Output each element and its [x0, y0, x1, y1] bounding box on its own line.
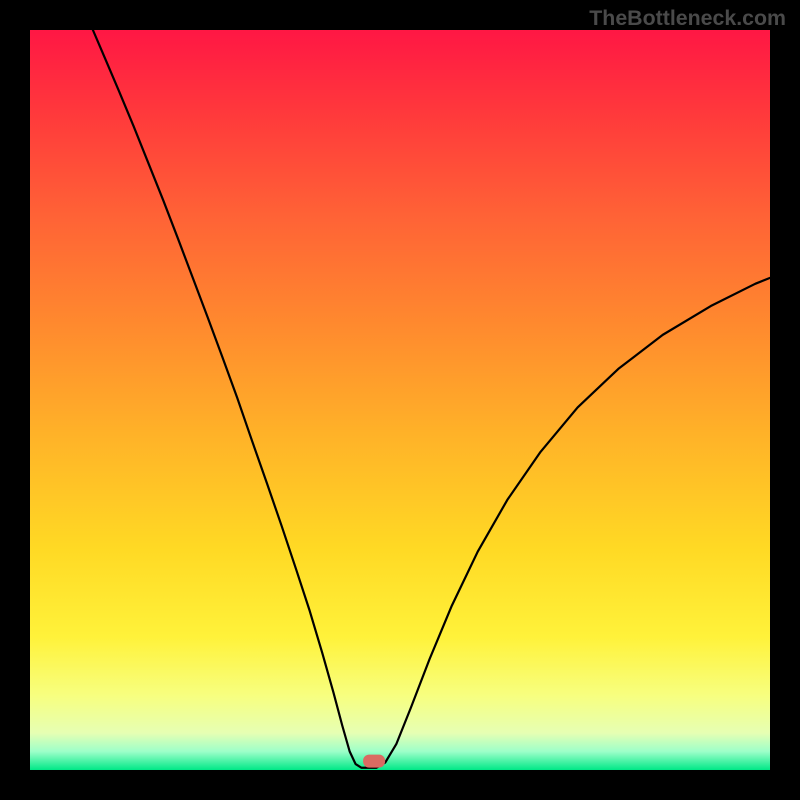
chart-container: TheBottleneck.com	[0, 0, 800, 800]
bottleneck-chart	[0, 0, 800, 800]
plot-area	[30, 30, 770, 770]
watermark-text: TheBottleneck.com	[589, 6, 786, 31]
optimum-marker	[363, 755, 385, 768]
